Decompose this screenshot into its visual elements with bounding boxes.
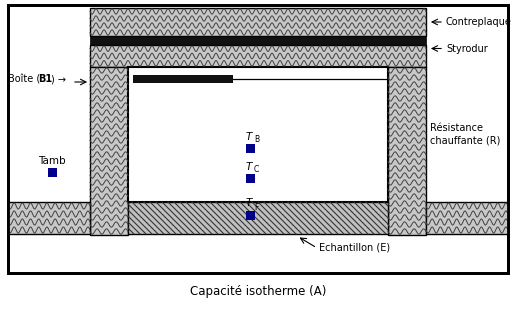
Text: T: T — [246, 161, 252, 171]
Text: ) →: ) → — [51, 74, 66, 84]
Text: Boîte (: Boîte ( — [8, 74, 40, 84]
Text: Echantillon (E): Echantillon (E) — [319, 243, 390, 253]
Text: Résistance
chauffante (R): Résistance chauffante (R) — [430, 123, 501, 146]
Bar — [8, 5, 508, 273]
Text: C: C — [254, 165, 259, 174]
Text: Contreplaqué: Contreplaqué — [446, 17, 512, 27]
Bar — [388, 67, 426, 235]
Text: Tamb: Tamb — [38, 156, 66, 165]
Bar — [90, 36, 426, 45]
Bar — [90, 8, 426, 36]
Text: F: F — [254, 202, 259, 211]
Text: Styrodur: Styrodur — [446, 44, 488, 53]
Text: T: T — [246, 132, 252, 142]
Bar — [47, 168, 56, 177]
Bar — [90, 45, 426, 67]
Bar — [133, 75, 233, 83]
Bar — [246, 143, 254, 152]
Bar — [128, 202, 388, 234]
Text: T: T — [246, 198, 252, 208]
Bar — [246, 174, 254, 183]
Bar — [426, 202, 508, 234]
Text: B: B — [254, 136, 259, 145]
Bar — [246, 211, 254, 220]
Text: Capacité isotherme (A): Capacité isotherme (A) — [190, 285, 326, 298]
Bar — [128, 67, 388, 202]
Text: B1: B1 — [38, 74, 52, 84]
Bar — [8, 202, 90, 234]
Bar — [90, 67, 128, 235]
Bar — [8, 5, 508, 273]
